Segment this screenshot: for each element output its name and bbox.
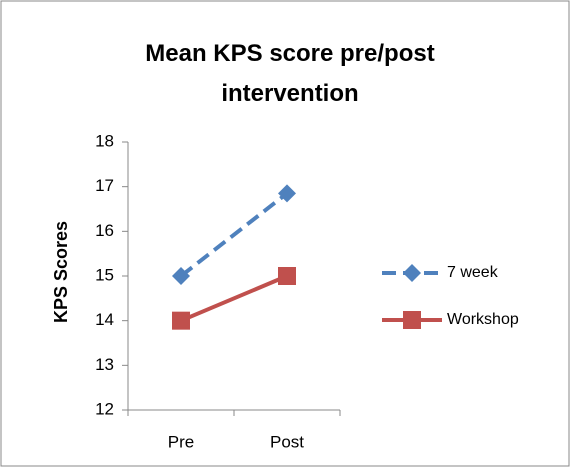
y-tick-label: 12 [95, 399, 114, 418]
x-tick-label: Pre [168, 432, 194, 451]
legend-marker [403, 311, 421, 329]
x-tick-label: Post [270, 432, 304, 451]
legend-label: 7 week [447, 264, 499, 281]
series-line [180, 274, 288, 323]
data-point [278, 184, 296, 203]
legend-label: Workshop [447, 311, 519, 328]
data-point [172, 311, 190, 330]
series-line [179, 191, 289, 278]
data-point [172, 267, 190, 285]
y-tick-label: 18 [95, 131, 114, 150]
y-axis-label: KPS Scores [51, 221, 71, 323]
y-tick-label: 13 [95, 355, 114, 374]
y-tick-label: 16 [95, 221, 114, 240]
y-tick-label: 15 [95, 265, 114, 284]
chart-title: Mean KPS score pre/post intervention [145, 40, 435, 107]
data-point [278, 267, 296, 285]
y-tick-label: 17 [95, 176, 114, 195]
legend-marker [403, 264, 421, 282]
y-tick-label: 14 [95, 310, 114, 329]
